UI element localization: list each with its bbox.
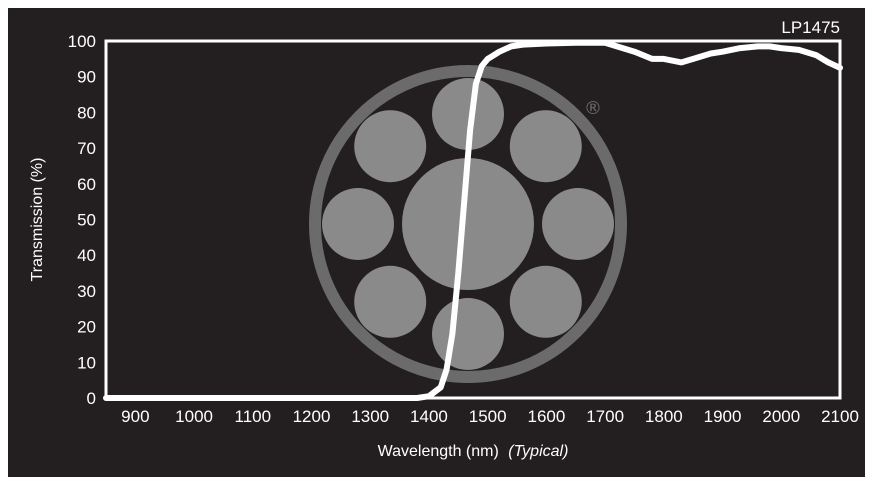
- x-tick-label: 2100: [821, 407, 859, 426]
- y-tick-label: 100: [68, 32, 96, 51]
- x-axis-title-suffix: (Typical): [508, 443, 568, 460]
- logo-small-circle: [322, 188, 394, 260]
- y-axis-title: Transmission (%): [29, 158, 46, 282]
- y-tick-label: 50: [77, 211, 96, 230]
- x-tick-label: 1400: [410, 407, 448, 426]
- y-tick-label: 70: [77, 139, 96, 158]
- x-tick-label: 1500: [469, 407, 507, 426]
- logo-small-circle: [354, 110, 427, 183]
- x-tick-label: 1300: [351, 407, 389, 426]
- watermark-logo: ®: [309, 65, 627, 383]
- logo-small-circle: [542, 188, 614, 260]
- x-tick-label: 1200: [293, 407, 331, 426]
- y-tick-label: 60: [77, 175, 96, 194]
- logo-small-circle: [509, 110, 582, 183]
- logo-center-circle: [402, 158, 534, 290]
- transmission-chart: ® 0 10 20 30 40 50 60 70 80 90 100 900 1000 1100 1200…: [29, 18, 859, 460]
- x-axis: 900 1000 1100 1200 1300 1400 1500 1600 1700 1800 1…: [121, 407, 859, 426]
- x-tick-label: 1900: [704, 407, 742, 426]
- x-axis-title: Wavelength (nm) (Typical): [378, 443, 569, 460]
- logo-registered-mark: ®: [584, 98, 602, 119]
- x-tick-label: 1600: [527, 407, 565, 426]
- series-line-lp1475: [103, 39, 843, 401]
- x-tick-label: 1700: [586, 407, 624, 426]
- series-label: LP1475: [781, 18, 840, 37]
- plot-frame: [104, 39, 842, 400]
- logo-small-circle: [432, 78, 504, 150]
- logo-small-circle: [354, 265, 427, 338]
- y-tick-label: 10: [77, 353, 96, 372]
- logo-outer-ring: [309, 65, 627, 383]
- y-tick-label: 40: [77, 246, 96, 265]
- chart-panel: ® 0 10 20 30 40 50 60 70 80 90 100 900 1000 1100 1200…: [8, 8, 865, 477]
- x-tick-label: 1800: [645, 407, 683, 426]
- x-tick-label: 1100: [235, 407, 272, 426]
- y-tick-label: 80: [77, 103, 96, 122]
- y-tick-label: 0: [87, 389, 96, 408]
- y-tick-label: 30: [77, 282, 96, 301]
- y-tick-label: 20: [77, 318, 96, 337]
- y-axis: 0 10 20 30 40 50 60 70 80 90 100: [68, 32, 96, 408]
- logo-small-circle: [509, 265, 582, 338]
- x-tick-label: 1000: [175, 407, 213, 426]
- x-tick-label: 900: [121, 407, 149, 426]
- y-tick-label: 90: [77, 68, 96, 87]
- x-axis-title-main: Wavelength (nm): [378, 443, 499, 460]
- logo-small-circle: [432, 298, 504, 370]
- x-tick-label: 2000: [762, 407, 800, 426]
